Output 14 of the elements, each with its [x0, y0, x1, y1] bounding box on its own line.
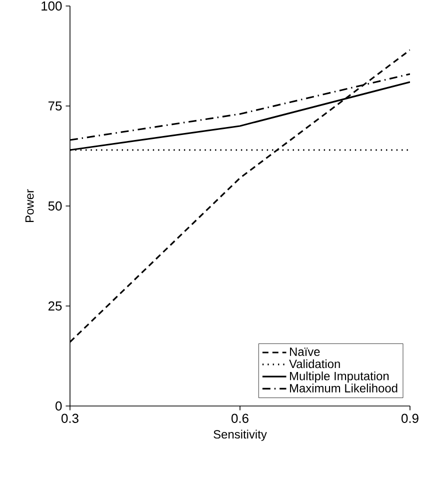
- legend-label: Multiple Imputation: [290, 372, 389, 383]
- x-axis-title: Sensitivity: [214, 430, 267, 441]
- y-tick-label: 100: [42, 1, 62, 11]
- y-axis-title: Power: [25, 189, 34, 222]
- x-tick-label: 0.9: [402, 414, 418, 423]
- y-tick-label: 0: [56, 401, 62, 411]
- legend-label: Maximum Likelihood: [290, 384, 398, 392]
- x-tick-label: 0.3: [62, 414, 78, 423]
- y-tick-label: 75: [48, 101, 62, 111]
- x-tick-label: 0.6: [232, 414, 248, 423]
- legend-label: Naïve: [290, 348, 320, 356]
- y-tick-label: 50: [48, 201, 62, 211]
- legend-label: Validation: [289, 359, 340, 368]
- y-tick-label: 25: [48, 301, 62, 311]
